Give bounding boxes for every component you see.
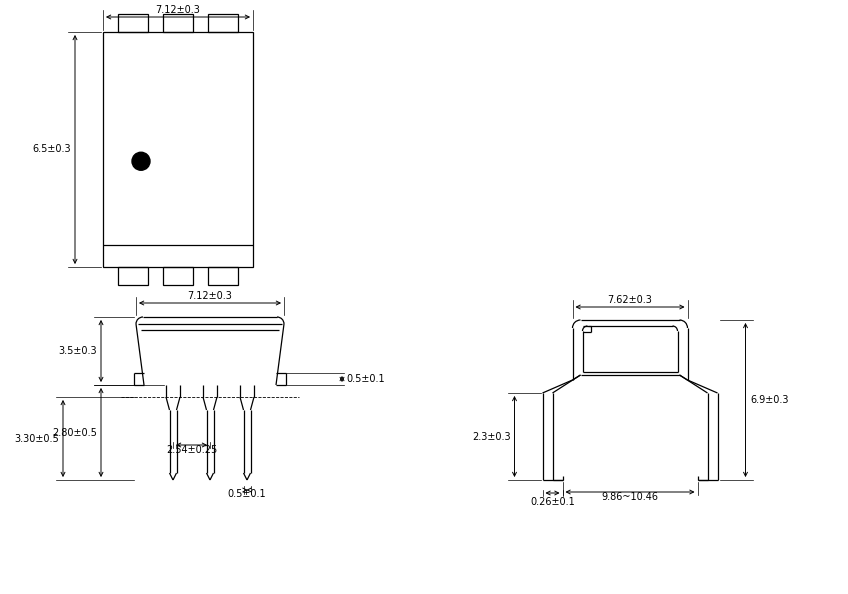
Text: 2.3±0.3: 2.3±0.3	[471, 431, 510, 441]
Text: 0.5±0.1: 0.5±0.1	[227, 489, 266, 499]
Text: 3.5±0.3: 3.5±0.3	[59, 346, 97, 356]
Text: 7.12±0.3: 7.12±0.3	[155, 5, 200, 15]
Text: 2.80±0.5: 2.80±0.5	[52, 428, 97, 438]
Text: 7.62±0.3: 7.62±0.3	[607, 295, 652, 305]
Circle shape	[132, 152, 150, 170]
Bar	[118, 267, 148, 285]
Bar	[163, 267, 193, 285]
Text: 0.26±0.1: 0.26±0.1	[530, 497, 575, 507]
Text: 6.9±0.3: 6.9±0.3	[750, 395, 789, 405]
Text: 6.5±0.3: 6.5±0.3	[32, 144, 71, 154]
Bar	[118, 14, 148, 32]
Text: 3.30±0.5: 3.30±0.5	[14, 434, 59, 444]
Bar	[208, 267, 238, 285]
Bar	[208, 14, 238, 32]
Bar	[103, 32, 253, 267]
Text: 9.86~10.46: 9.86~10.46	[601, 492, 659, 502]
Text: 7.12±0.3: 7.12±0.3	[187, 291, 232, 301]
Text: 0.5±0.1: 0.5±0.1	[346, 374, 385, 384]
Text: 2.54±0.25: 2.54±0.25	[166, 445, 217, 455]
Bar	[163, 14, 193, 32]
